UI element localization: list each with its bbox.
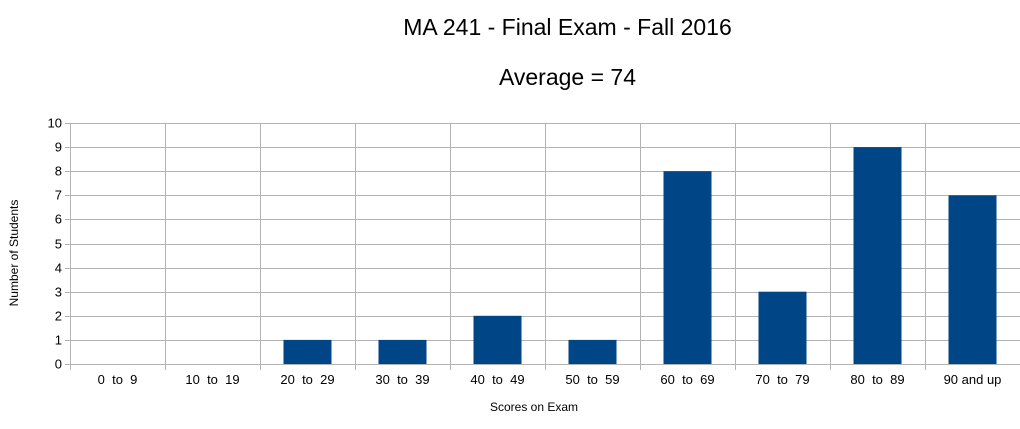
chart-title: MA 241 - Final Exam - Fall 2016 xyxy=(403,14,732,40)
bar xyxy=(853,147,902,364)
bar xyxy=(758,291,807,364)
x-tick-label: 50 to 59 xyxy=(565,372,619,387)
y-tick-label: 5 xyxy=(55,237,62,252)
y-tick-label: 4 xyxy=(55,261,62,276)
x-tick-label: 20 to 29 xyxy=(280,372,334,387)
y-tick-label: 8 xyxy=(55,164,62,179)
y-tick-label: 10 xyxy=(48,116,62,131)
chart-subtitle: Average = 74 xyxy=(498,64,637,90)
x-tick-label: 40 to 49 xyxy=(470,372,524,387)
y-tick-labels: 0 1 2 3 4 5 6 7 8 9 10 xyxy=(48,116,62,372)
x-tick-label: 60 to 69 xyxy=(660,372,714,387)
y-axis-title: Number of Students xyxy=(7,200,21,307)
x-tick-label: 10 to 19 xyxy=(185,372,239,387)
bar xyxy=(473,315,522,364)
y-tick-label: 1 xyxy=(55,333,62,348)
x-tick-label: 80 to 89 xyxy=(850,372,904,387)
x-tick-label: 90 and up xyxy=(944,372,1002,387)
y-tick-label: 6 xyxy=(55,212,62,227)
bar xyxy=(378,339,427,364)
y-tick-label: 9 xyxy=(55,140,62,155)
bar xyxy=(283,339,332,364)
y-tick-label: 3 xyxy=(55,285,62,300)
x-tick-labels: 0 to 9 10 to 19 20 to 29 30 to 39 40 to 49 50… xyxy=(98,372,1002,387)
bar xyxy=(663,171,712,364)
bar xyxy=(568,339,617,364)
y-tick-label: 2 xyxy=(55,309,62,324)
x-axis-title: Scores on Exam xyxy=(490,400,578,414)
y-tick-label: 7 xyxy=(55,188,62,203)
y-tick-label: 0 xyxy=(55,357,62,372)
bar xyxy=(948,195,997,364)
bars xyxy=(283,147,997,364)
x-tick-label: 30 to 39 xyxy=(375,372,429,387)
x-tick-label: 0 to 9 xyxy=(98,372,138,387)
x-tick-label: 70 to 79 xyxy=(755,372,809,387)
